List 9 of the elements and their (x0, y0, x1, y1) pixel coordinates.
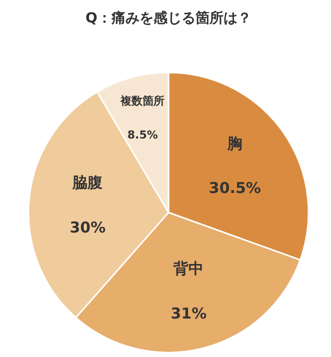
data-label: 31% (170, 304, 207, 323)
data-label: 8.5% (127, 128, 158, 142)
data-label: 30.5% (208, 179, 261, 198)
data-label: 30% (70, 218, 106, 236)
slice-label: 複数箇所 (120, 94, 165, 108)
slice-label: 胸 (226, 134, 242, 152)
slice-label: 背中 (172, 260, 204, 278)
chart-title: Q：痛みを感じる箇所は？ (86, 10, 252, 26)
slice-label: 脇腹 (72, 173, 103, 192)
